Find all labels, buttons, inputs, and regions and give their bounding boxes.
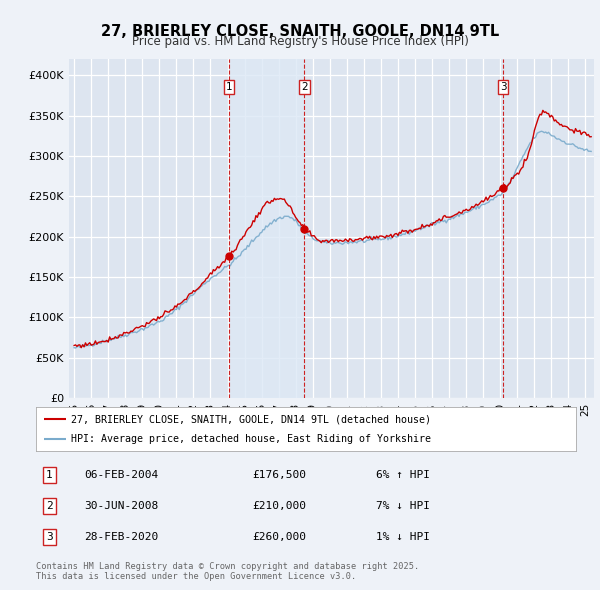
Text: 27, BRIERLEY CLOSE, SNAITH, GOOLE, DN14 9TL: 27, BRIERLEY CLOSE, SNAITH, GOOLE, DN14 … (101, 24, 499, 38)
Text: 3: 3 (500, 82, 506, 92)
Text: 6% ↑ HPI: 6% ↑ HPI (376, 470, 430, 480)
Text: 06-FEB-2004: 06-FEB-2004 (85, 470, 159, 480)
Text: £210,000: £210,000 (252, 501, 306, 511)
Text: HPI: Average price, detached house, East Riding of Yorkshire: HPI: Average price, detached house, East… (71, 434, 431, 444)
Text: 28-FEB-2020: 28-FEB-2020 (85, 532, 159, 542)
Text: 1: 1 (46, 470, 53, 480)
Text: 1: 1 (226, 82, 232, 92)
Text: Contains HM Land Registry data © Crown copyright and database right 2025.
This d: Contains HM Land Registry data © Crown c… (36, 562, 419, 581)
Text: 2: 2 (46, 501, 53, 511)
Text: 27, BRIERLEY CLOSE, SNAITH, GOOLE, DN14 9TL (detached house): 27, BRIERLEY CLOSE, SNAITH, GOOLE, DN14 … (71, 414, 431, 424)
Bar (229, 59, 304, 398)
Text: 1% ↓ HPI: 1% ↓ HPI (376, 532, 430, 542)
Text: 3: 3 (46, 532, 53, 542)
Text: 30-JUN-2008: 30-JUN-2008 (85, 501, 159, 511)
Text: Price paid vs. HM Land Registry's House Price Index (HPI): Price paid vs. HM Land Registry's House … (131, 35, 469, 48)
Text: 7% ↓ HPI: 7% ↓ HPI (376, 501, 430, 511)
Text: 2: 2 (301, 82, 308, 92)
Text: £176,500: £176,500 (252, 470, 306, 480)
Text: £260,000: £260,000 (252, 532, 306, 542)
